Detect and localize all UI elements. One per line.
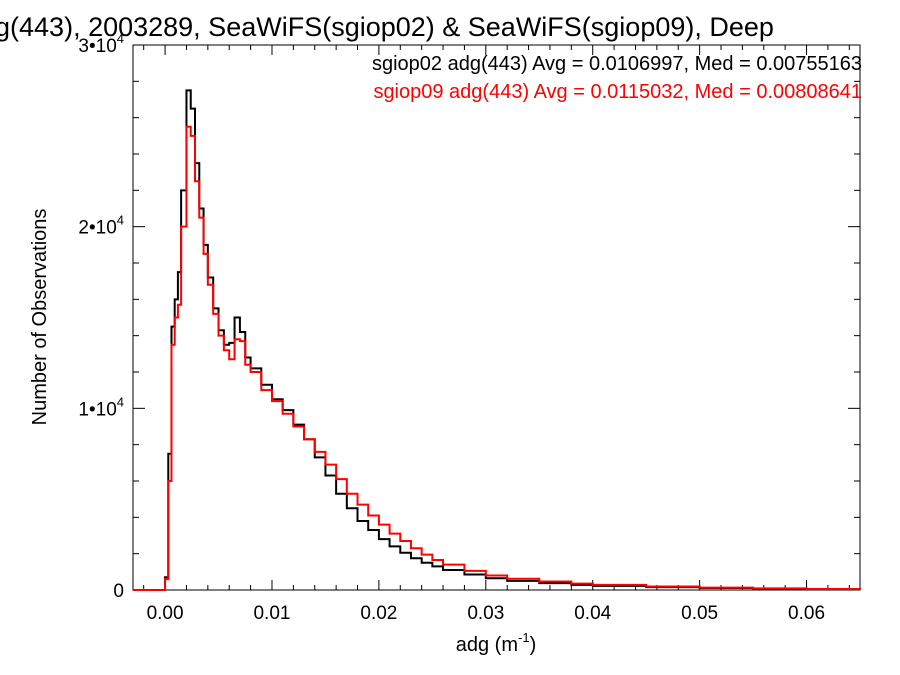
x-tick-label: 0.05 bbox=[681, 603, 718, 624]
y-tick-label: 2•104 bbox=[78, 213, 124, 239]
x-tick-label: 0.04 bbox=[574, 603, 611, 624]
legend-entry-sgiop09: sgiop09 adg(443) Avg = 0.0115032, Med = … bbox=[373, 81, 862, 103]
series-line-sgiop09 bbox=[133, 125, 861, 591]
y-tick-label: 1•104 bbox=[78, 394, 124, 420]
series-layer bbox=[133, 89, 861, 591]
y-tick-label: 0 bbox=[113, 581, 124, 602]
x-axis-label: adg (m-1) bbox=[456, 630, 536, 656]
legend-entry-sgiop02: sgiop02 adg(443) Avg = 0.0106997, Med = … bbox=[372, 53, 862, 75]
y-axis-ticks: 0 1•104 2•104 3•104 bbox=[78, 31, 860, 602]
y-axis-label: Number of Observations bbox=[29, 209, 51, 426]
x-axis-ticks: 0.00 0.01 0.02 0.03 0.04 0.05 0.06 bbox=[143, 45, 850, 624]
x-tick-label: 0.00 bbox=[147, 603, 184, 624]
x-tick-label: 0.03 bbox=[467, 603, 504, 624]
x-tick-label: 0.06 bbox=[788, 603, 825, 624]
x-tick-label: 0.01 bbox=[253, 603, 290, 624]
x-axis-label-exponent: -1 bbox=[518, 630, 530, 645]
chart-title: dg(443), 2003289, SeaWiFS(sgiop02) & Sea… bbox=[0, 12, 774, 42]
x-axis-label-text: adg (m bbox=[456, 634, 518, 656]
plot-frame bbox=[132, 44, 861, 591]
x-axis-label-close: ) bbox=[530, 634, 537, 656]
y-tick-label: 3•104 bbox=[78, 31, 124, 57]
x-tick-label: 0.02 bbox=[360, 603, 397, 624]
